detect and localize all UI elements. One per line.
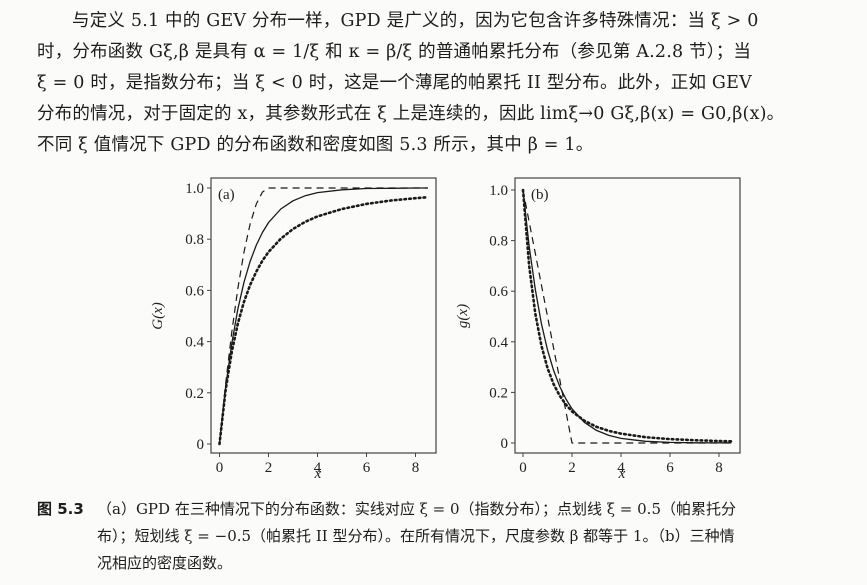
curves: [521, 188, 733, 444]
y-axis-label: g(x): [455, 304, 471, 328]
panel-label: (b): [531, 187, 549, 203]
x-tick-label: 4: [314, 460, 322, 476]
figure-number: 图 5.3: [37, 500, 84, 518]
curve-dashed: [218, 187, 428, 445]
y-tick-label: 1.0: [185, 181, 204, 197]
caption-line: （a）GPD 在三种情况下的分布函数：实线对应 ξ = 0（指数分布）；点划线 …: [97, 500, 736, 518]
y-tick-label: 0.6: [489, 284, 508, 300]
curve-solid: [522, 189, 732, 444]
y-tick-label: 0: [501, 436, 509, 452]
caption-line: 布）；短划线 ξ = −0.5（帕累托 II 型分布）。在所有情况下，尺度参数 …: [97, 527, 735, 545]
paragraph-line: 不同 ξ 值情况下 GPD 的分布函数和密度如图 5.3 所示，其中 β = 1…: [37, 135, 594, 155]
y-tick-label: 0.8: [185, 232, 204, 248]
curve-solid: [218, 187, 428, 445]
x-axis-label: x: [314, 466, 322, 482]
y-tick-label: 0.8: [489, 234, 508, 250]
caption-line: 况相应的密度函数。: [97, 554, 233, 572]
plot-density-function: 0 2 4 6 8 0 0.2 0.4 0.6 0.8 1.0 (b) x g(x): [455, 177, 741, 482]
y-tick-label: 0.6: [185, 283, 204, 299]
paragraph-line: 时，分布函数 Gξ,β 是具有 α = 1/ξ 和 κ = β/ξ 的普通帕累托…: [37, 42, 752, 62]
panel-label: (a): [218, 187, 235, 203]
x-tick-label: 4: [617, 460, 625, 476]
y-tick-label: 1.0: [489, 183, 508, 199]
x-tick-label: 6: [666, 460, 674, 476]
plot-frame: [210, 177, 437, 454]
x-tick-label: 0: [216, 460, 224, 476]
curve-dashed: [522, 189, 732, 444]
x-tick-label: 8: [412, 460, 420, 476]
axis-ticks: 0 2 4 6 8 0 0.2 0.4 0.6 0.8 1.0: [185, 181, 419, 476]
y-axis-label: G(x): [150, 302, 166, 329]
y-tick-label: 0.4: [185, 335, 204, 351]
curve-dotted: [218, 195, 430, 446]
y-tick-label: 0.2: [489, 385, 508, 401]
x-tick-label: 6: [363, 460, 371, 476]
curve-dotted: [521, 188, 733, 443]
paragraph-line: 与定义 5.1 中的 GEV 分布一样，GPD 是广义的，因为它包含许多特殊情况…: [72, 11, 759, 31]
axis-ticks: 0 2 4 6 8 0 0.2 0.4 0.6 0.8 1.0: [489, 183, 723, 476]
x-tick-label: 2: [568, 460, 576, 476]
paragraph-line: ξ = 0 时，是指数分布；当 ξ < 0 时，这是一个薄尾的帕累托 II 型分…: [37, 73, 752, 93]
body-paragraph: 与定义 5.1 中的 GEV 分布一样，GPD 是广义的，因为它包含许多特殊情况…: [37, 6, 852, 161]
curves: [218, 187, 430, 446]
y-tick-label: 0.4: [489, 335, 508, 351]
x-tick-label: 2: [265, 460, 273, 476]
y-tick-label: 0: [197, 437, 205, 453]
plot-frame: [514, 177, 741, 454]
caption-body: （a）GPD 在三种情况下的分布函数：实线对应 ξ = 0（指数分布）；点划线 …: [97, 496, 852, 577]
y-tick-label: 0.2: [185, 386, 204, 402]
paragraph-line: 分布的情况，对于固定的 x，其参数形式在 ξ 上是连续的，因此 limξ→0 G…: [37, 104, 785, 124]
x-tick-label: 8: [715, 460, 723, 476]
x-tick-label: 0: [519, 460, 527, 476]
plot-distribution-function: 0 2 4 6 8 0 0.2 0.4 0.6 0.8 1.0 (a) x G(x): [150, 177, 437, 482]
x-axis-label: x: [618, 466, 626, 482]
